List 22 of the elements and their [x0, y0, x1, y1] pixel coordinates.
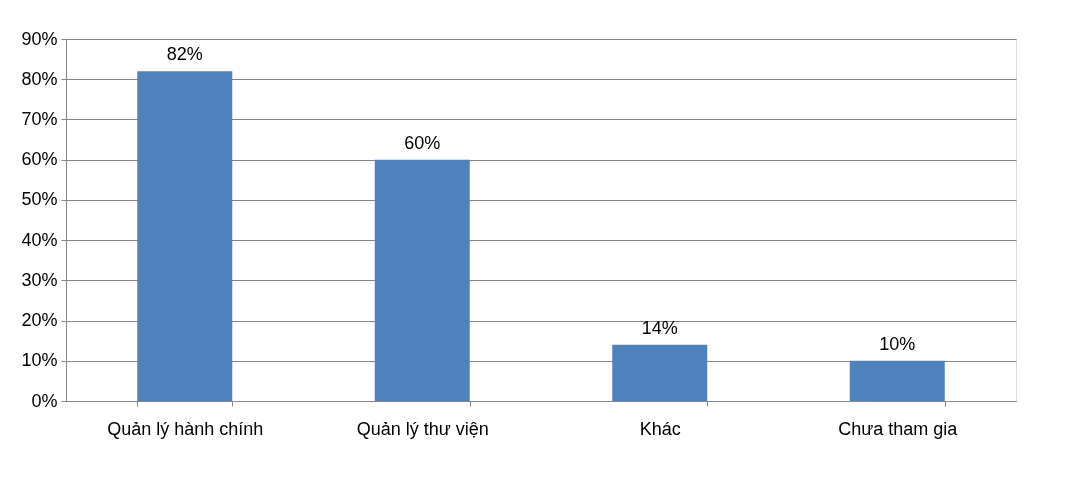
y-tick-label: 80%	[21, 68, 58, 89]
x-tick-label: Quản lý hành chính	[107, 418, 264, 439]
bar	[849, 360, 945, 401]
bar	[612, 344, 708, 401]
y-tick-label: 70%	[21, 108, 58, 129]
x-tick-label: Quản lý thư viện	[356, 418, 489, 439]
y-tick-label: 20%	[21, 310, 58, 331]
x-tick-label: Chưa tham gia	[838, 418, 959, 439]
y-tick-label: 10%	[21, 350, 58, 371]
y-tick-label: 30%	[21, 269, 58, 290]
data-label: 14%	[641, 317, 678, 338]
x-tick-label: Khác	[639, 418, 681, 439]
y-tick-label: 60%	[21, 149, 58, 170]
data-label: 10%	[879, 333, 916, 354]
y-tick-label: 90%	[21, 28, 58, 49]
bar	[374, 159, 470, 401]
data-label: 60%	[404, 132, 441, 153]
y-tick-label: 40%	[21, 229, 58, 250]
bar	[137, 71, 233, 401]
y-tick-label: 0%	[31, 390, 58, 411]
y-tick-label: 50%	[21, 189, 58, 210]
data-label: 82%	[166, 44, 203, 65]
